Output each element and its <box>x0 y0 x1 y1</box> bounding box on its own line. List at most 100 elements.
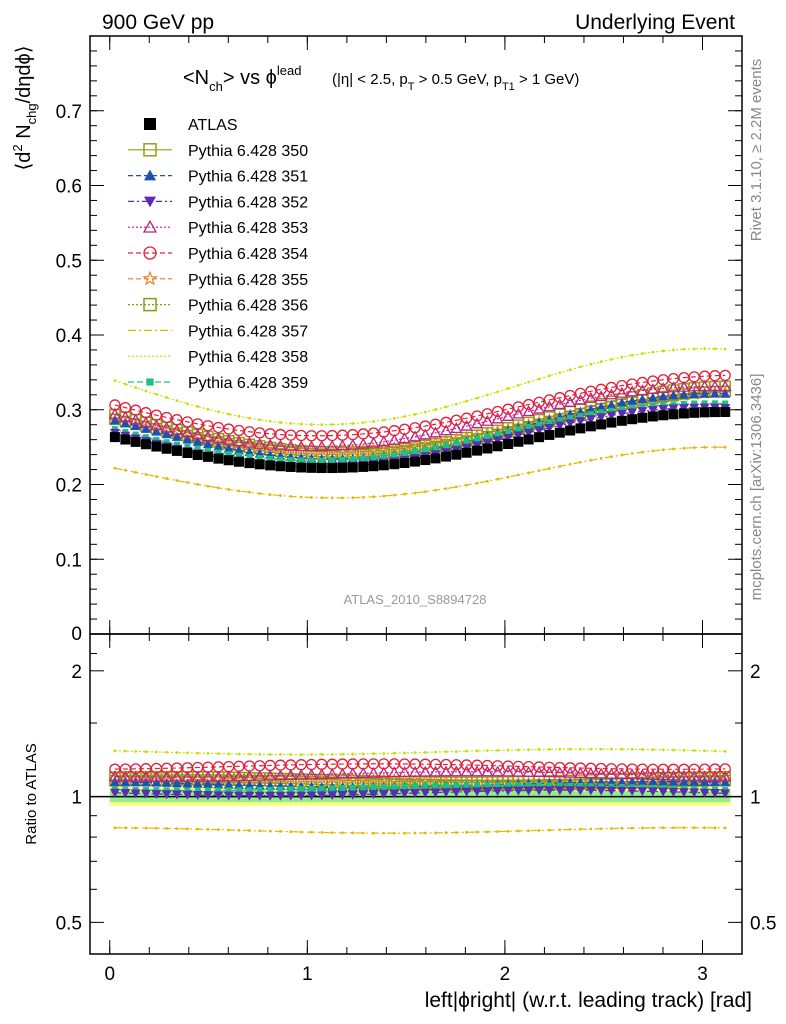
ratio-data-point <box>380 783 387 790</box>
ratio-series-line <box>114 771 726 778</box>
ratio-data-point <box>341 831 344 835</box>
main-ytick-label: 0.6 <box>56 177 82 198</box>
atlas-data-point <box>668 409 679 420</box>
ratio-data-point <box>299 753 303 756</box>
data-point <box>537 469 541 473</box>
ratio-data-point <box>599 827 603 831</box>
atlas-data-point <box>503 439 514 450</box>
ratio-data-point <box>568 828 572 831</box>
ratio-data-point <box>419 765 432 777</box>
ratio-data-point <box>463 782 470 789</box>
data-point <box>222 433 235 445</box>
data-point <box>175 399 179 403</box>
data-point <box>713 347 717 351</box>
ratio-ytick-label-right: 2 <box>750 662 761 683</box>
data-point <box>419 428 432 440</box>
ratio-data-point <box>227 828 231 832</box>
ratio-data-point <box>389 789 400 799</box>
ratio-data-point <box>337 790 348 800</box>
main-ytick-label: 0.4 <box>56 326 83 347</box>
data-point <box>361 495 365 499</box>
data-point <box>460 412 473 424</box>
data-point <box>667 381 680 393</box>
ratio-data-point <box>496 748 499 752</box>
ratio-data-point <box>161 790 172 800</box>
ratio-data-point <box>287 786 294 793</box>
data-point <box>688 380 701 392</box>
ratio-data-point <box>215 787 222 794</box>
data-point <box>308 457 315 464</box>
ratio-data-point <box>299 830 303 834</box>
ratio-data-point <box>360 784 367 791</box>
ratio-data-point <box>565 786 576 796</box>
data-point <box>574 393 587 405</box>
data-point <box>460 419 473 431</box>
ratio-data-point <box>451 787 462 797</box>
ratio-data-point <box>225 787 232 794</box>
data-point <box>341 496 344 500</box>
ratio-data-point <box>454 750 458 753</box>
data-point <box>403 492 406 496</box>
data-point <box>546 419 553 426</box>
ratio-data-point <box>181 770 194 782</box>
atlas-data-point <box>378 460 389 471</box>
legend-marker <box>144 196 156 208</box>
ratio-data-point <box>615 768 628 780</box>
atlas-data-point <box>285 461 296 472</box>
ratio-data-point <box>723 826 727 830</box>
data-point <box>608 407 615 414</box>
data-point <box>432 444 439 451</box>
atlas-data-point <box>192 449 203 460</box>
atlas-data-point <box>109 432 120 443</box>
data-point <box>492 436 503 446</box>
legend-entry: Pythia 6.428 353 <box>128 219 308 237</box>
ratio-data-point <box>434 750 437 754</box>
ratio-data-point <box>248 829 251 832</box>
mcplots-label: mcplots.cern.ch [arXiv:1306.3436] <box>748 374 765 601</box>
data-point <box>682 446 686 450</box>
ratio-axes: 0 1 2 3 0.5 0.5 1 1 2 2 <box>56 634 776 985</box>
ratio-data-point <box>140 789 151 799</box>
ratio-data-point <box>144 826 148 830</box>
data-point <box>357 437 370 449</box>
data-point <box>630 452 634 455</box>
data-point <box>235 452 242 459</box>
ratio-data-point <box>658 787 669 797</box>
data-point <box>429 426 442 438</box>
data-point <box>339 456 346 463</box>
data-point <box>475 396 479 400</box>
xtick-label: 2 <box>500 964 511 985</box>
data-point <box>660 401 667 408</box>
ratio-data-point <box>191 770 204 782</box>
ratio-data-point <box>432 782 439 789</box>
ratio-data-point <box>175 751 179 754</box>
data-point <box>558 464 562 468</box>
data-point <box>699 388 710 398</box>
ratio-data-point <box>134 826 138 830</box>
data-point <box>120 418 131 428</box>
data-point <box>641 352 644 356</box>
atlas-data-point <box>254 459 265 470</box>
data-point <box>723 347 727 351</box>
data-point <box>515 426 522 433</box>
data-point <box>470 417 484 429</box>
ratio-data-point <box>161 777 172 787</box>
legend-label: Pythia 6.428 356 <box>188 298 308 315</box>
ratio-data-point <box>460 765 473 777</box>
ratio-data-point <box>182 778 193 788</box>
ratio-data-point <box>589 747 593 751</box>
ratio-data-point <box>339 784 346 791</box>
data-point <box>346 438 359 450</box>
data-point <box>661 448 665 452</box>
main-ytick-label: 0.5 <box>56 251 82 272</box>
ratio-data-point <box>347 790 358 800</box>
atlas-data-point <box>575 423 586 434</box>
svg-text:<Nch> vs ϕlead: <Nch> vs ϕlead <box>183 63 301 94</box>
ratio-data-point <box>578 747 582 751</box>
ratio-data-point <box>429 765 442 777</box>
legend-entry: Pythia 6.428 358 <box>128 349 308 366</box>
ratio-data-point <box>357 766 370 778</box>
ratio-data-point <box>120 777 131 787</box>
data-point <box>372 420 375 423</box>
data-point <box>215 449 222 456</box>
